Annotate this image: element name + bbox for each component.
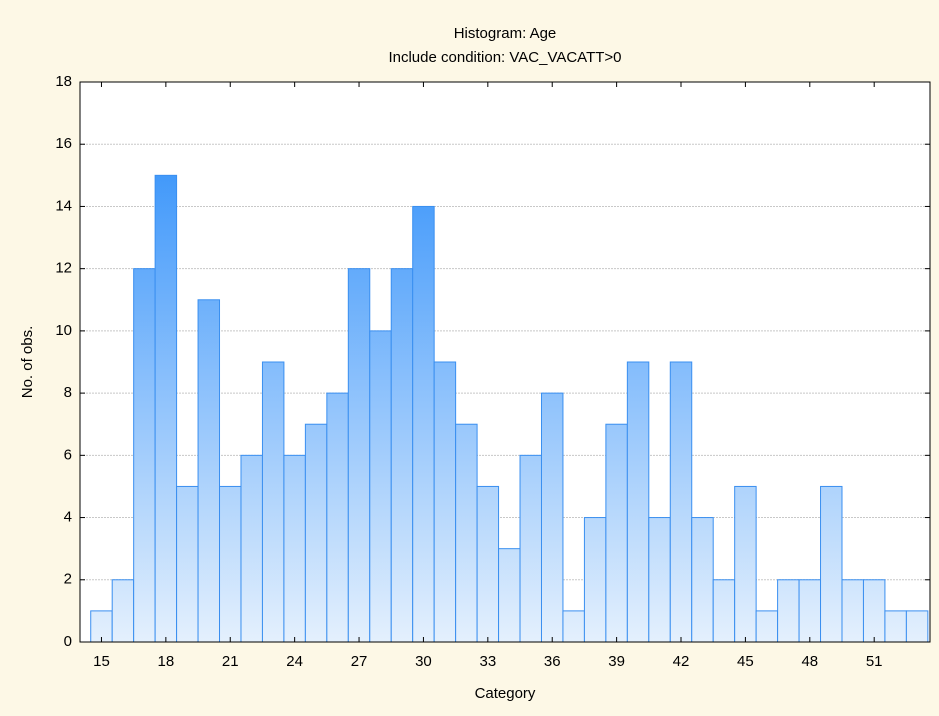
bar: [390, 268, 414, 643]
x-tick-label: 27: [351, 653, 368, 670]
x-tick-label: 45: [737, 653, 754, 670]
y-tick-label: 14: [55, 197, 72, 214]
bar: [862, 579, 886, 643]
bar: [798, 579, 822, 643]
bar: [884, 610, 907, 643]
y-tick-label: 18: [55, 73, 72, 90]
bar: [304, 423, 328, 643]
x-tick-label: 51: [866, 653, 883, 670]
bar: [261, 361, 285, 643]
bar: [905, 610, 929, 643]
x-tick-label: 21: [222, 653, 239, 670]
bar: [583, 517, 607, 643]
y-tick-label: 10: [55, 322, 72, 339]
y-axis-label: No. of obs.: [19, 326, 36, 399]
bar: [777, 579, 800, 643]
bar: [562, 610, 585, 643]
x-tick-label: 24: [286, 653, 303, 670]
bar: [133, 268, 156, 643]
x-tick-label: 33: [479, 653, 496, 670]
bar: [197, 299, 221, 643]
bar: [240, 454, 263, 643]
bar: [841, 579, 864, 643]
bar: [605, 423, 628, 643]
y-tick-label: 4: [64, 509, 72, 526]
chart-subtitle: Include condition: VAC_VACATT>0: [388, 49, 621, 66]
bar: [176, 485, 199, 643]
bar: [111, 579, 135, 643]
y-tick-label: 12: [55, 260, 72, 277]
chart-title: Histogram: Age: [454, 25, 557, 42]
bar: [712, 579, 736, 643]
x-tick-label: 15: [93, 653, 110, 670]
bar: [498, 548, 521, 643]
x-tick-label: 30: [415, 653, 432, 670]
bar: [734, 485, 757, 643]
bar: [326, 392, 349, 643]
bar: [691, 517, 714, 643]
x-tick-label: 18: [158, 653, 175, 670]
y-tick-label: 16: [55, 135, 72, 152]
bar: [648, 517, 671, 643]
bar: [154, 174, 178, 643]
bar: [755, 610, 779, 643]
bar: [669, 361, 693, 643]
bar: [347, 268, 371, 643]
bar: [626, 361, 650, 643]
x-axis-label: Category: [475, 685, 536, 702]
bar: [219, 485, 242, 643]
bar: [476, 485, 500, 643]
y-tick-label: 8: [64, 384, 72, 401]
x-tick-label: 36: [544, 653, 561, 670]
bar: [540, 392, 564, 643]
y-tick-label: 6: [64, 446, 72, 463]
bar: [412, 205, 435, 643]
bar: [433, 361, 457, 643]
bar: [519, 454, 542, 643]
plot-frame: [79, 81, 931, 643]
y-tick-label: 0: [64, 633, 72, 650]
x-tick-label: 42: [673, 653, 690, 670]
bar: [283, 454, 306, 643]
bar: [820, 485, 843, 643]
x-tick-label: 39: [608, 653, 625, 670]
bar: [369, 330, 392, 643]
x-tick-label: 48: [801, 653, 818, 670]
y-tick-label: 2: [64, 571, 72, 588]
bar: [455, 423, 478, 643]
